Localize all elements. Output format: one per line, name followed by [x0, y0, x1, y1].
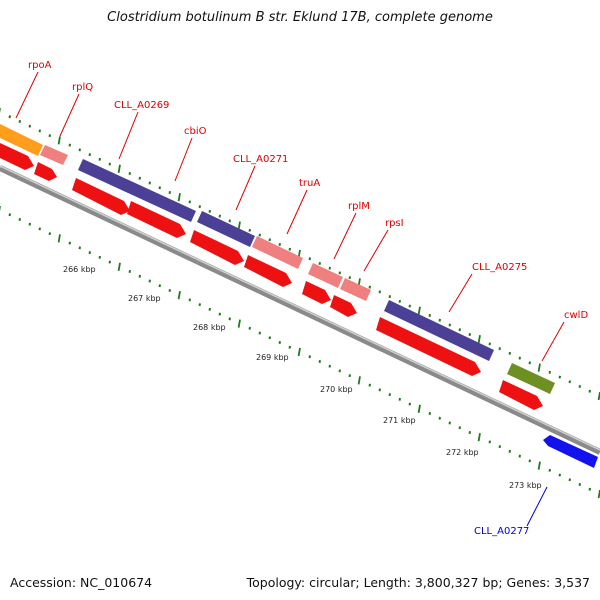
scale-label-271: 271 kbp	[383, 416, 416, 425]
feature-bar-CLL_A0275[interactable]	[384, 300, 494, 361]
cds-arrow-rpsI[interactable]	[330, 295, 357, 317]
feature-bar-rplM[interactable]	[308, 263, 343, 288]
scale-label-266: 266 kbp	[63, 265, 96, 274]
lower-tick-mark	[117, 262, 121, 271]
scale-label-273: 273 kbp	[509, 481, 542, 490]
leader-line-rpoA	[15, 71, 39, 119]
cds-arrow-CLL_A0269[interactable]	[72, 178, 130, 215]
upper-tick-mark	[57, 136, 61, 145]
gene-label-rpsI[interactable]: rpsI	[385, 218, 404, 229]
gene-label-CLL_A0269[interactable]: CLL_A0269	[114, 100, 169, 111]
upper-tick-mark	[117, 164, 121, 173]
map-title: Clostridium botulinum B str. Eklund 17B,…	[107, 10, 493, 25]
accession-text: Accession: NC_010674	[10, 575, 153, 590]
leader-line-CLL_A0271	[235, 165, 256, 211]
feature-bar-cwlD[interactable]	[507, 363, 555, 394]
feature-bar-rpoA[interactable]	[0, 124, 43, 156]
scale-label-267: 267 kbp	[128, 294, 161, 303]
cds-arrow-CLL_A0271[interactable]	[190, 230, 244, 265]
upper-tick-mark	[477, 335, 481, 344]
leader-line-rplQ	[59, 93, 80, 137]
leader-line-rplM	[333, 212, 357, 260]
upper-tick-mark	[177, 193, 181, 202]
feature-bar-CLL_A0269[interactable]	[78, 159, 196, 222]
scale-label-270: 270 kbp	[320, 385, 353, 394]
gene-label-CLL_A0271[interactable]: CLL_A0271	[233, 154, 288, 165]
upper-tick-mark	[237, 221, 241, 230]
feature-bar-CLL_A0271[interactable]	[197, 211, 255, 247]
gene-label-CLL_A0277[interactable]: CLL_A0277	[474, 526, 529, 537]
gene-label-rplQ[interactable]: rplQ	[72, 82, 93, 93]
gene-label-CLL_A0275[interactable]: CLL_A0275	[472, 262, 527, 273]
leader-line-cwlD	[541, 321, 565, 362]
cds-arrow-cwlD[interactable]	[499, 380, 543, 410]
lower-tick-mark	[177, 291, 181, 300]
leader-line-CLL_A0275	[448, 273, 473, 313]
upper-tick-mark	[417, 306, 421, 315]
lower-tick-mark	[297, 347, 301, 357]
genome-backbone	[0, 165, 600, 455]
lower-tick-mark	[237, 319, 241, 328]
leader-line-cbiO	[174, 137, 193, 182]
upper-tick-mark	[537, 363, 541, 372]
feature-bar-truA[interactable]	[252, 236, 303, 269]
gene-label-truA[interactable]: truA	[299, 178, 320, 189]
feature-bar-rplQ[interactable]	[40, 145, 68, 165]
scale-label-272: 272 kbp	[446, 448, 479, 457]
cds-arrow-rpoA[interactable]	[0, 143, 34, 170]
scale-label-268: 268 kbp	[193, 323, 226, 332]
cds-arrow-rplQ[interactable]	[34, 162, 57, 181]
cds-arrow-cbiO[interactable]	[127, 201, 186, 238]
leader-line-rpsI	[363, 229, 389, 272]
lower-tick-mark	[417, 404, 421, 413]
lower-tick-mark	[537, 461, 541, 470]
lower-tick-mark	[477, 433, 481, 442]
tick-marks	[0, 108, 600, 499]
cds-arrow-rplM[interactable]	[302, 281, 331, 304]
gene-label-rplM[interactable]: rplM	[348, 201, 370, 212]
gene-label-cwlD[interactable]: cwlD	[564, 310, 588, 321]
genome-backbone-highlight	[0, 165, 600, 451]
cds-arrow-CLL_A0275[interactable]	[376, 317, 481, 376]
cds-arrow-CLL_A0277[interactable]	[543, 435, 598, 468]
lower-tick-mark	[357, 376, 361, 385]
topology-summary: Topology: circular; Length: 3,800,327 bp…	[246, 575, 590, 590]
gene-label-rpoA[interactable]: rpoA	[28, 60, 52, 71]
leader-line-truA	[286, 189, 308, 235]
cds-arrow-truA[interactable]	[244, 255, 292, 287]
leader-line-CLL_A0277	[526, 486, 548, 527]
leader-line-CLL_A0269	[118, 111, 139, 160]
gene-label-cbiO[interactable]: cbiO	[184, 126, 207, 137]
scale-label-269: 269 kbp	[256, 353, 289, 362]
lower-tick-mark	[57, 234, 61, 243]
feature-bar-rpsI[interactable]	[340, 278, 371, 301]
